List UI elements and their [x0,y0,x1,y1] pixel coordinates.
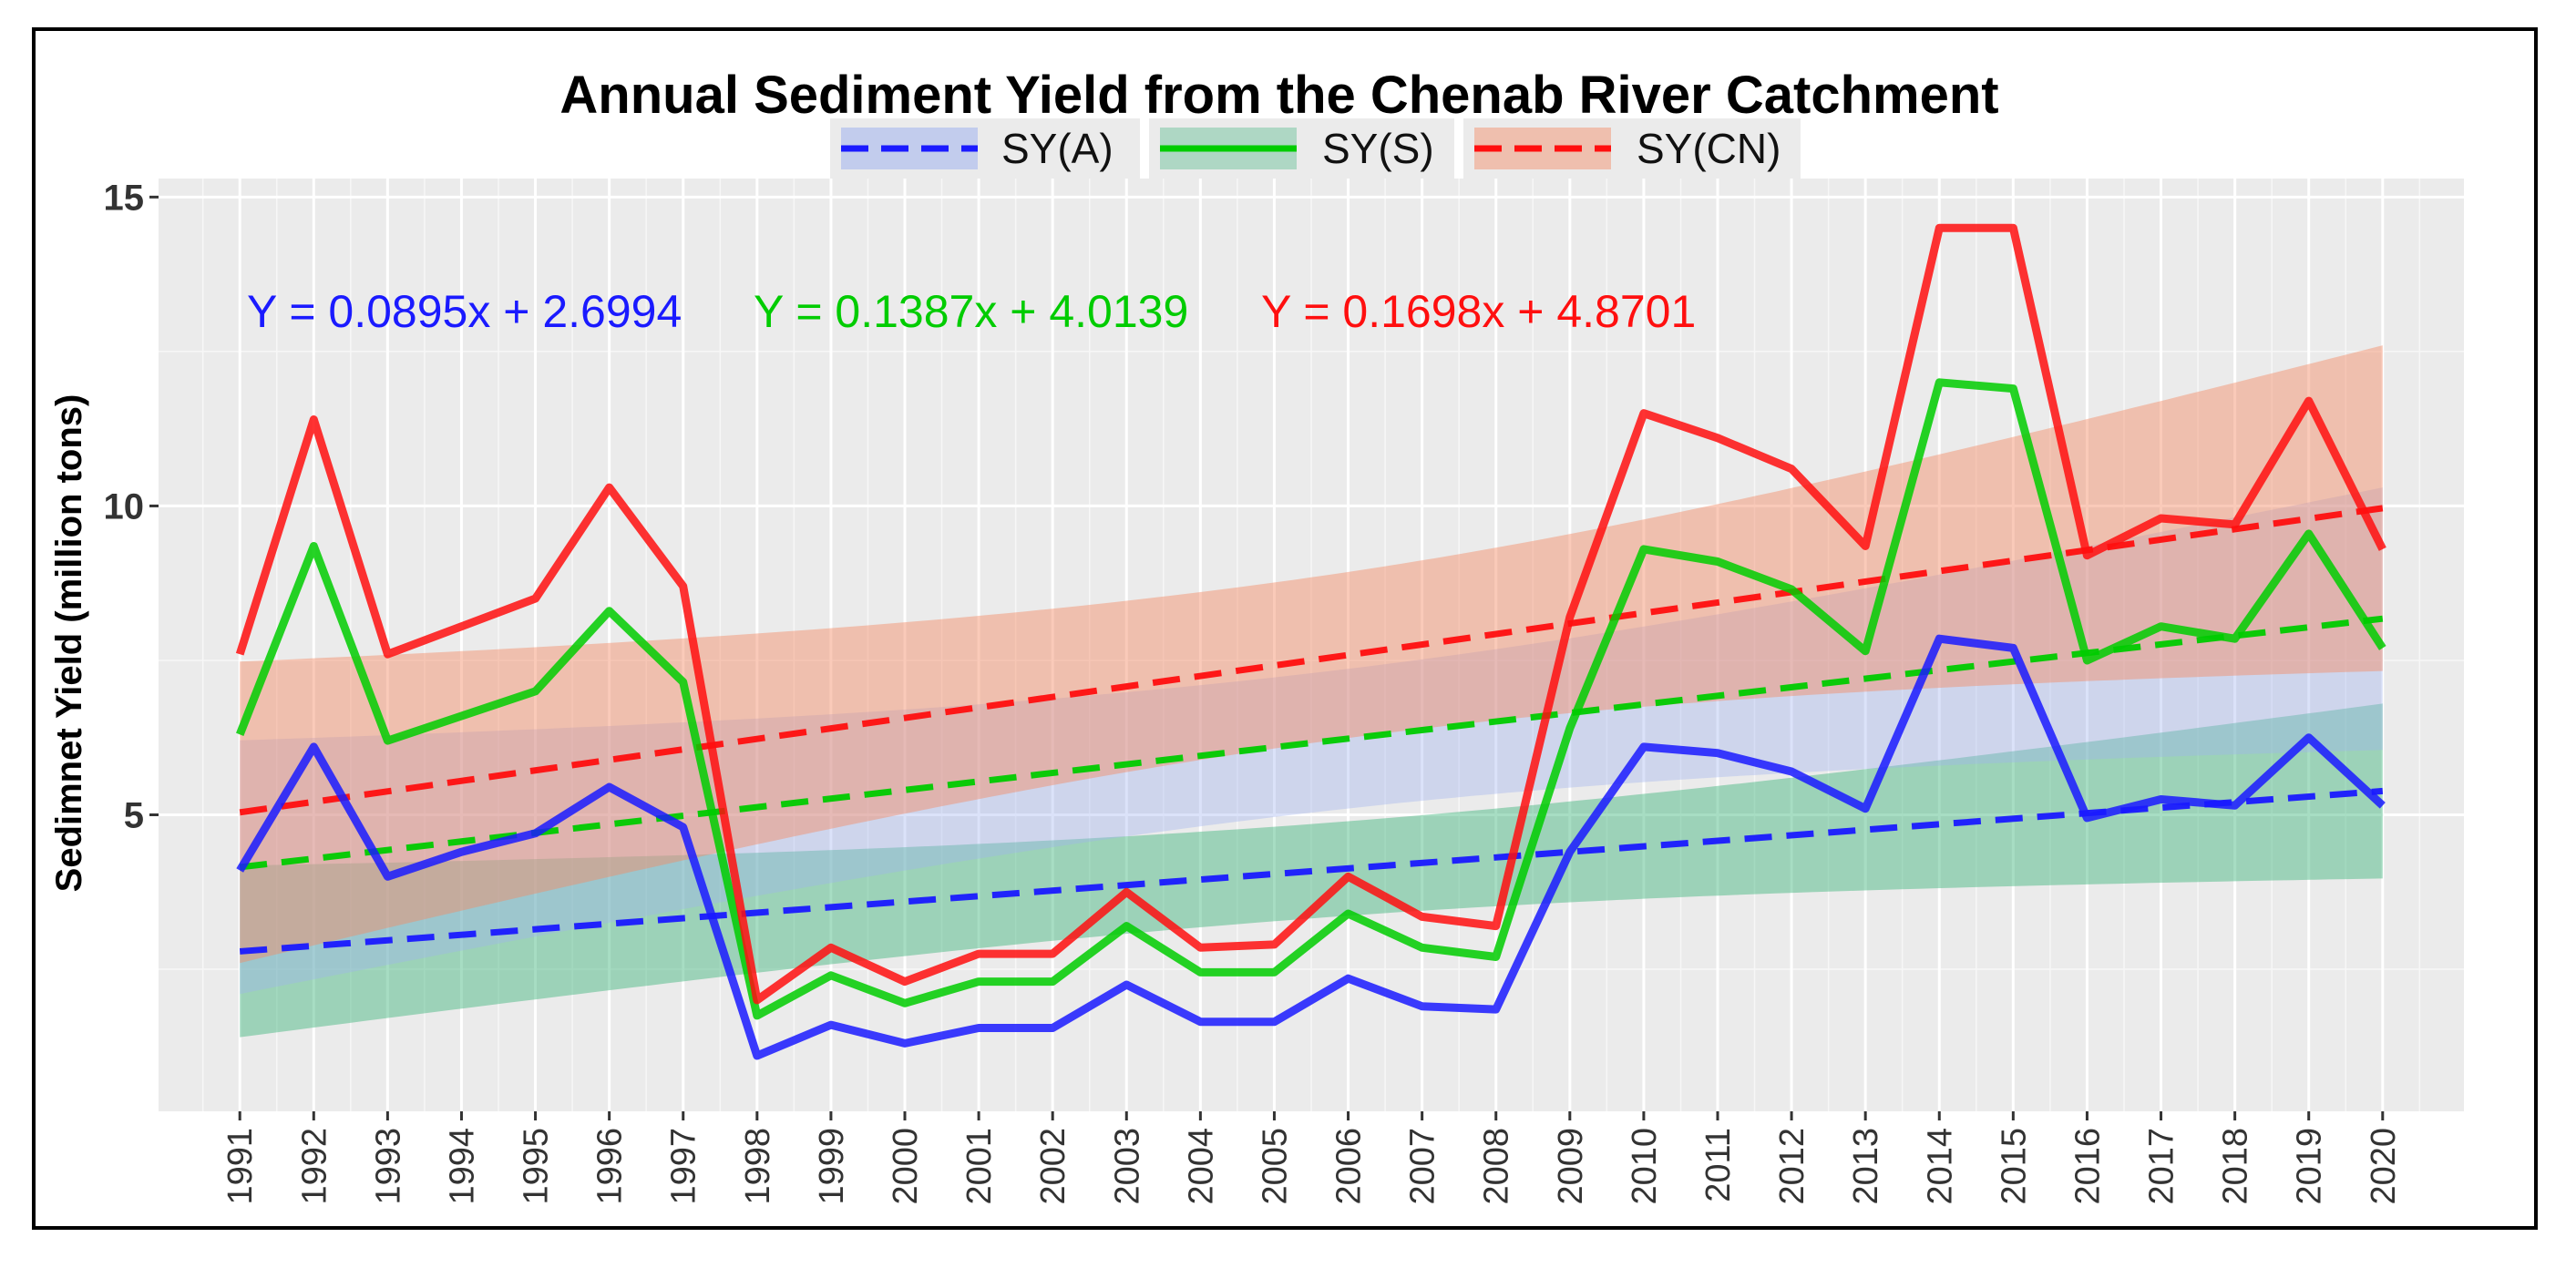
x-tick-label: 2014 [1921,1128,1959,1205]
x-tick-label: 1998 [739,1128,777,1205]
x-tick-label: 2013 [1847,1128,1885,1205]
legend-label-sys: SY(S) [1322,125,1434,172]
minor-gridlines [159,179,2464,1111]
chart-svg: Annual Sediment Yield from the Chenab Ri… [49,66,2464,1205]
x-tick-label: 2005 [1257,1128,1295,1205]
x-tick-label: 2003 [1108,1128,1146,1205]
equation-sys: Y = 0.1387x + 4.0139 [754,286,1188,337]
legend-label-sycn: SY(CN) [1637,125,1781,172]
legend-label-sya: SY(A) [1001,125,1114,172]
confidence-band-sys [240,487,2383,995]
x-tick-label: 2012 [1773,1128,1811,1205]
x-tick-label: 2018 [2217,1128,2255,1205]
x-tick-label: 1996 [591,1128,630,1205]
confidence-band-sycn [240,345,2383,964]
y-axis-title: Sedimnet Yield (million tons) [49,394,89,893]
x-tick-label: 1992 [295,1128,334,1205]
x-tick-label: 2006 [1330,1128,1369,1205]
x-tick-label: 2015 [1995,1128,2033,1205]
series-line-sys [236,378,2386,1020]
x-tick-label: 2020 [2365,1128,2403,1205]
x-tick-label: 1994 [444,1128,482,1205]
x-tick-label: 1999 [813,1128,851,1205]
legend: SY(A) SY(S) SY(CN) [830,118,1801,179]
series-line-sya [236,634,2386,1060]
chart-title: Annual Sediment Yield from the Chenab Ri… [559,66,1998,125]
trend-line-sys [239,615,2384,871]
trend-lines [239,505,2384,955]
x-tick-label: 2016 [2068,1128,2107,1205]
figure-frame: Annual Sediment Yield from the Chenab Ri… [32,27,2538,1230]
x-axis: 1991 1992 1993 1994 1995 1996 1997 1998 1999 2000… [221,1111,2403,1205]
series-line-sycn [235,223,2386,1005]
x-tick-label: 2010 [1626,1128,1664,1205]
trend-line-sycn [239,505,2384,816]
x-tick-label: 1995 [518,1128,556,1205]
equation-sya: Y = 0.0895x + 2.6994 [247,286,682,337]
x-tick-label: 2000 [887,1128,925,1205]
y-tick-label: 10 [104,486,145,527]
y-tick-label: 15 [104,178,145,218]
y-tick-label: 5 [124,795,144,835]
x-tick-label: 2008 [1478,1128,1516,1205]
series-lines [235,223,2386,1060]
x-tick-label: 1997 [665,1128,703,1205]
x-tick-label: 2007 [1404,1128,1442,1205]
equation-sycn: Y = 0.1698x + 4.8701 [1261,286,1696,337]
x-tick-label: 2002 [1034,1128,1072,1205]
x-tick-label: 2009 [1552,1128,1590,1205]
x-tick-label: 2019 [2291,1128,2329,1205]
x-tick-label: 1991 [221,1128,260,1205]
trend-line-sya [239,787,2384,955]
x-tick-label: 2004 [1182,1128,1220,1205]
y-axis: 5 10 15 [104,178,159,835]
x-tick-label: 2017 [2143,1128,2181,1205]
x-tick-label: 2011 [1699,1128,1738,1202]
x-tick-label: 2001 [960,1128,999,1205]
x-tick-label: 1993 [369,1128,407,1205]
